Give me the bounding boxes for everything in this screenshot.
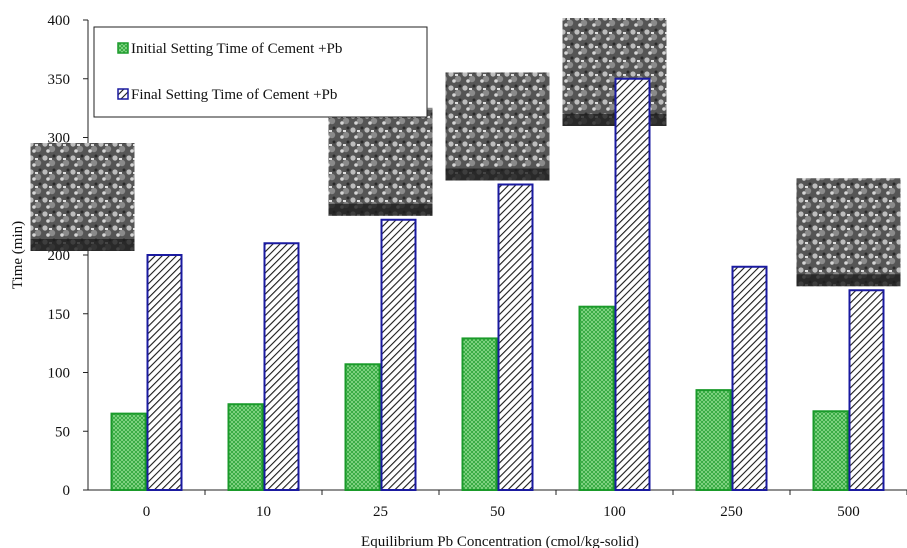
x-tick-label: 100 — [603, 504, 626, 520]
y-tick-label: 150 — [48, 307, 71, 323]
legend-label-final: Final Setting Time of Cement +Pb — [131, 87, 337, 103]
bar-final-setting — [146, 254, 183, 491]
sem-micrograph-image — [445, 72, 550, 181]
x-tick-label: 25 — [373, 504, 388, 520]
bar-initial-setting — [344, 363, 381, 491]
x-tick-label: 10 — [256, 504, 271, 520]
legend-box — [93, 26, 428, 118]
bars — [110, 77, 885, 492]
x-tick-label: 500 — [837, 504, 860, 520]
bar-initial-setting — [578, 305, 615, 492]
sem-micrograph-image — [30, 143, 135, 251]
x-axis-title: Equilibrium Pb Concentration (cmol/kg-so… — [361, 534, 639, 548]
y-tick-label: 200 — [48, 248, 71, 264]
bar-final-setting — [731, 265, 768, 491]
legend-swatch-final — [117, 88, 129, 100]
y-tick-label: 50 — [55, 424, 70, 440]
bar-initial-setting — [227, 403, 264, 492]
x-tick-label: 50 — [490, 504, 505, 520]
bar-final-setting — [848, 289, 885, 491]
bar-initial-setting — [461, 337, 498, 491]
bar-final-setting — [263, 242, 300, 491]
bar-initial-setting — [812, 410, 849, 491]
sem-micrograph-image — [796, 178, 901, 287]
y-tick-label: 350 — [48, 72, 71, 88]
bar-final-setting — [614, 77, 651, 491]
bar-final-setting — [380, 218, 417, 491]
y-tick-label: 300 — [48, 131, 71, 147]
legend-label-initial: Initial Setting Time of Cement +Pb — [131, 41, 342, 57]
x-tick-label: 0 — [143, 504, 151, 520]
y-tick-label: 400 — [48, 13, 71, 29]
x-tick-label: 250 — [720, 504, 743, 520]
y-axis-title: Time (min) — [10, 221, 26, 289]
y-tick-label: 0 — [63, 483, 71, 499]
legend-swatch-initial — [117, 42, 129, 54]
bar-initial-setting — [110, 412, 147, 491]
bar-final-setting — [497, 183, 534, 491]
legend: Initial Setting Time of Cement +Pb Final… — [93, 26, 428, 118]
bar-initial-setting — [695, 389, 732, 491]
y-tick-label: 100 — [48, 366, 71, 382]
sem-micrograph-image — [328, 107, 433, 216]
x-ticks: 0 10 25 50 100 250 500 — [143, 490, 907, 520]
y-ticks: 050100150200250300350400 — [48, 13, 88, 499]
